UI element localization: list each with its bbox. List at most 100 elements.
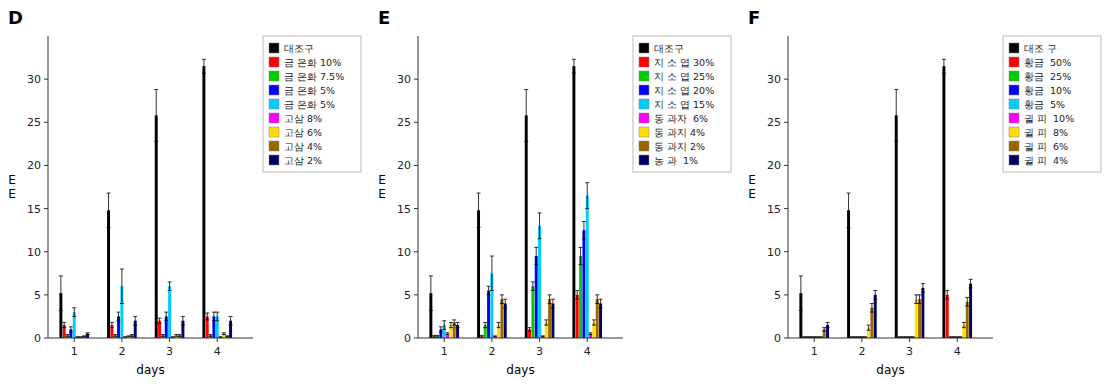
error-cap — [82, 336, 86, 337]
error-bar — [215, 312, 219, 321]
marks — [799, 59, 973, 338]
error-cap — [493, 336, 497, 337]
error-cap — [524, 89, 528, 90]
error-line — [169, 282, 170, 291]
error-bar — [107, 193, 111, 228]
bar — [446, 334, 449, 338]
error-bar — [873, 291, 877, 300]
x-tick — [121, 338, 122, 342]
y-tick — [44, 79, 48, 80]
error-line — [922, 284, 923, 293]
legend: 대조구지 소 엽 30%지 소 엽 25%지 소 엽 20%지 소 엽 15%동… — [633, 36, 731, 172]
error-bar — [918, 295, 922, 304]
error-cap — [120, 268, 124, 269]
legend-swatch — [1009, 85, 1019, 95]
error-cap — [969, 279, 973, 280]
error-bar — [209, 335, 213, 337]
bar — [545, 322, 548, 338]
error-cap — [62, 327, 66, 328]
y-tick — [44, 338, 48, 339]
error-cap — [592, 325, 596, 326]
error-cap — [819, 336, 823, 337]
bar — [847, 210, 850, 338]
panel-title: F — [748, 7, 760, 28]
error-cap — [154, 141, 158, 142]
y-tick — [44, 165, 48, 166]
error-bar — [493, 335, 497, 337]
error-cap — [582, 238, 586, 239]
y-tick — [414, 338, 418, 339]
error-cap — [225, 335, 229, 336]
error-cap — [439, 326, 443, 327]
bar — [596, 299, 599, 338]
error-bar — [921, 284, 925, 293]
x-tick — [74, 338, 75, 342]
legend-label: 황금 25% — [1024, 71, 1071, 82]
error-cap — [503, 307, 507, 308]
error-line — [916, 295, 917, 304]
error-line — [600, 299, 601, 308]
error-cap — [117, 320, 121, 321]
error-cap — [480, 337, 484, 338]
error-bar — [110, 322, 114, 327]
y-tick — [414, 294, 418, 295]
error-line — [580, 247, 581, 264]
error-line — [457, 322, 458, 327]
legend-label: 동 과자 6% — [654, 113, 708, 124]
error-line — [159, 318, 160, 323]
error-cap — [500, 303, 504, 304]
error-line — [111, 322, 112, 327]
bar — [551, 303, 554, 338]
y-axis-line — [418, 36, 419, 338]
legend-swatch — [269, 71, 279, 81]
error-cap — [873, 290, 877, 291]
y-tick — [784, 251, 788, 252]
error-cap — [59, 310, 63, 311]
x-tick-label: 4 — [214, 345, 221, 358]
y-tick — [414, 165, 418, 166]
legend-swatch — [639, 155, 649, 165]
error-line — [70, 327, 71, 332]
error-line — [478, 193, 479, 228]
bar — [158, 321, 161, 338]
error-bar — [544, 320, 548, 325]
error-cap — [480, 335, 484, 336]
error-line — [207, 313, 208, 320]
error-cap — [799, 310, 803, 311]
error-bar — [168, 282, 172, 291]
bar — [586, 196, 589, 338]
panel: D0510152025301234daysEE대조구금 은화 10%금 은화 7… — [8, 7, 361, 377]
legend-box — [1003, 36, 1101, 172]
error-cap — [133, 316, 137, 317]
error-line — [498, 322, 499, 327]
legend-label: 금 은화 5% — [284, 99, 335, 110]
legend-label: 금 은화 10% — [284, 57, 341, 68]
error-line — [529, 328, 530, 331]
error-cap — [826, 327, 830, 328]
legend-label: 지 소 엽 15% — [654, 99, 714, 110]
bar — [453, 322, 456, 338]
legend-swatch — [639, 127, 649, 137]
error-line — [800, 276, 801, 311]
error-cap — [965, 297, 969, 298]
bar — [548, 299, 551, 338]
y-axis-label-line: E — [378, 187, 386, 201]
y-axis-label-line: E — [748, 173, 756, 187]
x-tick — [539, 338, 540, 342]
error-line — [587, 183, 588, 209]
error-line — [501, 295, 502, 304]
y-axis-label-line: E — [8, 187, 16, 201]
y-tick — [784, 79, 788, 80]
error-cap — [72, 316, 76, 317]
legend-swatch — [269, 155, 279, 165]
legend-swatch — [269, 141, 279, 151]
error-cap — [130, 334, 134, 335]
error-cap — [799, 275, 803, 276]
bar — [538, 226, 541, 338]
error-bar — [446, 333, 450, 335]
x-tick-label: 1 — [811, 345, 818, 358]
bar — [477, 210, 480, 338]
y-tick-label: 15 — [397, 203, 411, 216]
error-cap — [449, 327, 453, 328]
error-cap — [965, 306, 969, 307]
